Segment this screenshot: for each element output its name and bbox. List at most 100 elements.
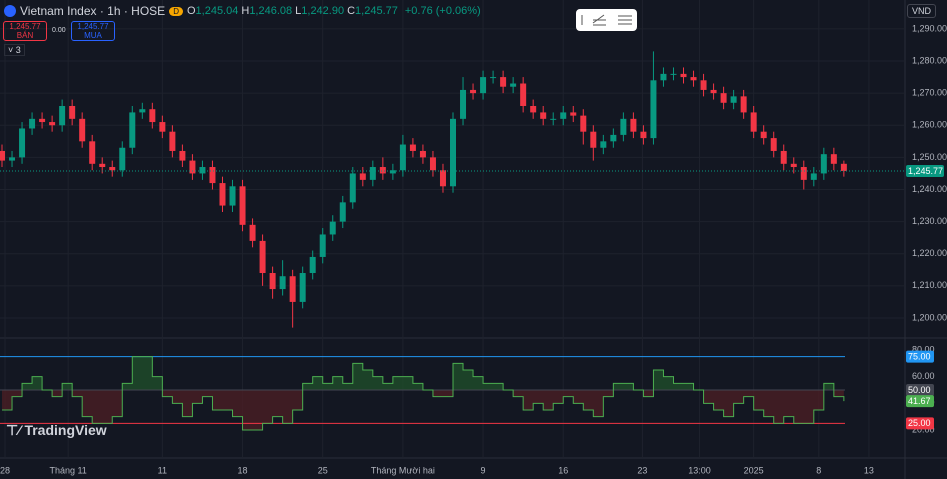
candle-body xyxy=(840,163,847,171)
indicator-count: 3 xyxy=(15,45,21,55)
candle-body xyxy=(570,112,577,116)
candle-body xyxy=(269,273,276,290)
candle-body xyxy=(409,144,416,151)
candle-body xyxy=(259,240,266,274)
buy-button[interactable]: 1,245.77 MUA xyxy=(71,21,115,41)
x-tick-label: 23 xyxy=(637,465,647,475)
ohlc-value: 1,245.77 xyxy=(355,5,398,17)
y-tick-label: 1,230.00 xyxy=(912,216,947,226)
drawing-toolbar xyxy=(576,9,637,31)
candle-body xyxy=(700,80,707,90)
x-tick-label: Tháng 11 xyxy=(49,465,86,475)
fill-below xyxy=(2,390,844,430)
price-badge xyxy=(906,164,944,177)
candle-body xyxy=(720,93,727,103)
candle-body xyxy=(530,105,537,113)
oscillator-line xyxy=(2,356,845,431)
x-tick-label: 16 xyxy=(558,465,568,475)
price-badge-label: 50.00 xyxy=(908,385,931,395)
ohlc-value: 1,245.04 xyxy=(195,5,239,17)
buy-label: MUA xyxy=(84,31,102,40)
candle-body xyxy=(249,224,256,241)
currency[interactable]: VND xyxy=(907,4,937,18)
candle-body xyxy=(750,112,757,132)
candle-body xyxy=(359,173,366,180)
candle-body xyxy=(349,173,356,203)
indicators-toggle[interactable]: ˅ 3 xyxy=(4,44,25,56)
y-tick-label: 1,200.00 xyxy=(912,312,947,322)
price-badge-label: 41.67 xyxy=(908,396,931,406)
toolbar-icons xyxy=(581,14,632,26)
x-tick-label: Tháng Mười hai xyxy=(371,465,435,475)
badge: D xyxy=(169,6,183,16)
candle-body xyxy=(439,170,446,187)
candle-body xyxy=(369,167,376,180)
candle-body xyxy=(309,256,316,274)
candle-body xyxy=(550,118,557,120)
x-tick-label: 18 xyxy=(238,465,248,475)
candle-body xyxy=(29,118,36,129)
price-badge xyxy=(906,395,934,408)
candle-body xyxy=(540,112,547,119)
candle-body xyxy=(129,112,136,148)
candle-body xyxy=(670,73,677,75)
x-tick-label: 11 xyxy=(158,465,167,475)
candle-body xyxy=(119,147,126,171)
x-tick-label: 8 xyxy=(816,465,821,475)
candle-body xyxy=(660,73,667,81)
candle-body xyxy=(139,109,146,113)
x-tick-label: 13 xyxy=(864,465,874,475)
tool-icon[interactable] xyxy=(618,15,632,25)
candle-body xyxy=(820,154,827,174)
candle-body xyxy=(740,96,747,113)
candle-body xyxy=(199,167,206,174)
candle-body xyxy=(650,80,657,139)
candle-body xyxy=(760,131,767,139)
y-tick-label: 1,250.00 xyxy=(912,152,947,162)
candle-body xyxy=(620,118,627,135)
last-price-label: 1,245.77 xyxy=(908,166,943,176)
candle-body xyxy=(89,141,96,164)
watermark-text: TradingView xyxy=(24,422,107,438)
candle-body xyxy=(780,150,787,164)
price-badge-label: 75.00 xyxy=(908,352,931,362)
ohlc: O1,245.04 H1,246.08 L1,242.90 C1,245.77 xyxy=(187,5,401,17)
candle-body xyxy=(339,202,346,222)
candle-body xyxy=(49,122,56,126)
candle-body xyxy=(389,170,396,174)
price-badge-label: 25.00 xyxy=(908,418,931,428)
buy-price: 1,245.77 xyxy=(77,22,109,31)
candle-body xyxy=(419,150,426,158)
candle-body xyxy=(690,77,697,81)
candle-body xyxy=(279,276,286,290)
sell-price: 1,245.77 xyxy=(9,22,41,31)
candle-body xyxy=(790,163,797,168)
candle-body xyxy=(500,77,507,87)
candle-body xyxy=(159,122,166,132)
y-tick-label: 1,210.00 xyxy=(912,280,947,290)
sell-button[interactable]: 1,245.77 BÁN xyxy=(3,21,47,41)
price-badge xyxy=(906,417,934,430)
x-tick-label: 2025 xyxy=(744,465,764,475)
candle-body xyxy=(39,118,46,123)
candle-body xyxy=(379,167,386,174)
candle-body xyxy=(450,118,457,187)
tool-icon[interactable] xyxy=(592,14,606,26)
candle-body xyxy=(480,77,487,94)
candle-body xyxy=(580,115,587,132)
ohlc-key: L xyxy=(295,5,302,17)
ohlc-key: C xyxy=(347,5,356,17)
candle-body xyxy=(800,167,807,180)
candle-body xyxy=(490,77,497,79)
ohlc-key: O xyxy=(186,5,196,17)
candle-body xyxy=(0,150,6,161)
x-tick-label: 9 xyxy=(481,465,486,475)
y-tick-label: 1,260.00 xyxy=(912,120,947,130)
candle-body xyxy=(109,167,116,171)
candle-body xyxy=(399,144,406,171)
ohlc-value: 1,242.90 xyxy=(301,5,345,17)
candle-body xyxy=(520,83,527,106)
candle-body xyxy=(329,221,336,235)
symbol[interactable]: Vietnam Index · 1h · HOSE xyxy=(20,4,166,18)
